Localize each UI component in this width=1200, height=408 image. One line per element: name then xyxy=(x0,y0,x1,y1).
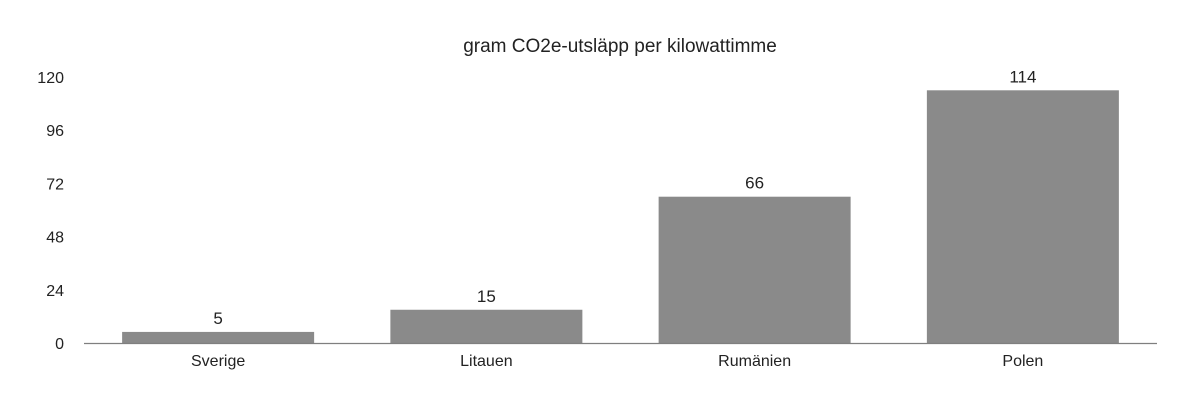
bar-litauen xyxy=(390,309,583,343)
data-label: 114 xyxy=(1009,67,1036,86)
y-tick-label: 48 xyxy=(46,230,64,247)
data-label: 15 xyxy=(477,287,496,306)
y-axis: 0 24 48 72 96 120 xyxy=(37,70,64,353)
bar-polen xyxy=(926,90,1119,343)
data-label: 66 xyxy=(745,174,764,193)
x-category-label: Sverige xyxy=(191,353,245,370)
y-tick-label: 120 xyxy=(37,70,64,87)
bar-rumänien xyxy=(658,196,851,343)
x-axis: Sverige Litauen Rumänien Polen xyxy=(84,342,1157,370)
y-tick-label: 0 xyxy=(55,336,64,353)
x-category-label: Rumänien xyxy=(718,353,791,370)
bars: 5 15 66 114 xyxy=(122,67,1119,343)
x-category-label: Litauen xyxy=(460,353,513,370)
chart-title: gram CO2e-utsläpp per kilowattimme xyxy=(463,36,777,57)
y-tick-label: 96 xyxy=(46,123,64,140)
y-tick-label: 24 xyxy=(46,283,64,300)
x-category-label: Polen xyxy=(1002,353,1043,370)
data-label: 5 xyxy=(213,309,222,328)
y-tick-label: 72 xyxy=(46,176,64,193)
bar-sverige xyxy=(122,331,315,343)
